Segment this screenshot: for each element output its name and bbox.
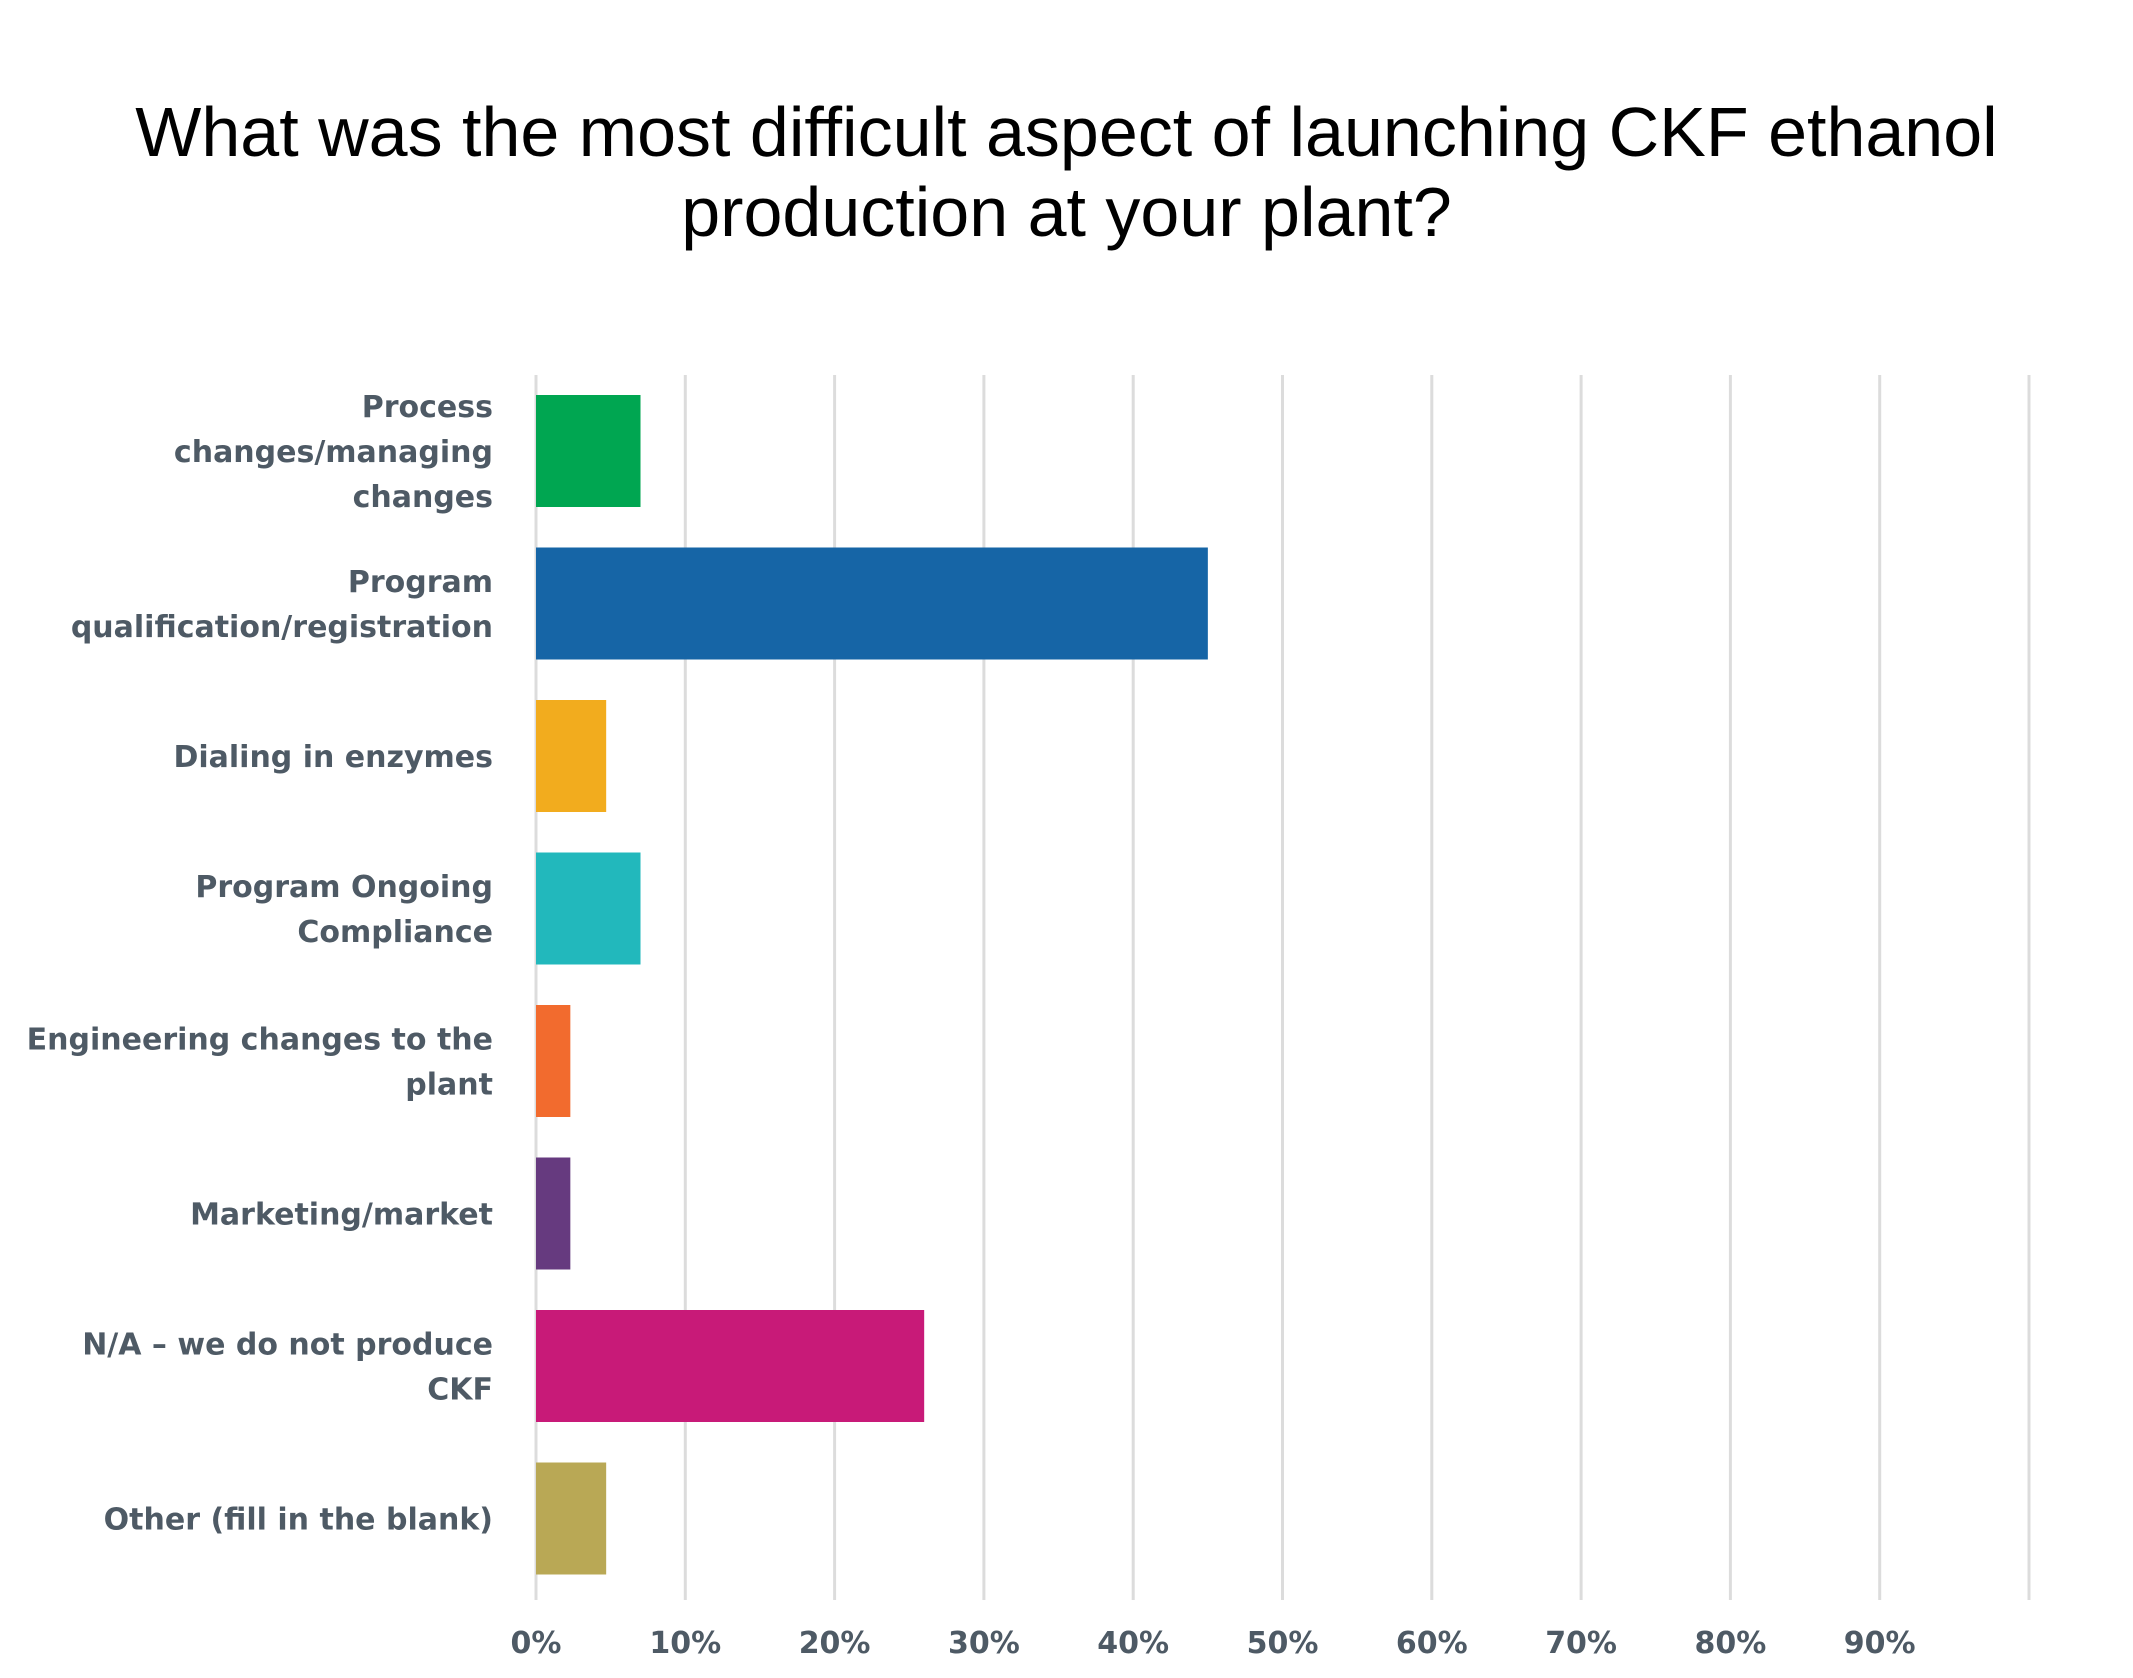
- x-tick-label: 90%: [1844, 1626, 1916, 1661]
- x-tick-label: 80%: [1694, 1626, 1766, 1661]
- x-tick-label: 60%: [1396, 1626, 1468, 1661]
- chart-title-line: What was the most difficult aspect of la…: [135, 93, 1998, 171]
- category-label: Program: [348, 565, 493, 600]
- x-axis-tick-labels: 0% 10% 20% 30% 40% 50% 60% 70% 80% 90%: [511, 1626, 1916, 1661]
- bar: [536, 852, 641, 965]
- category-labels: Process changes/managing changes Program qua…: [27, 390, 493, 1538]
- category-label: Marketing/market: [190, 1198, 493, 1233]
- category-label: Engineering changes to the: [27, 1023, 493, 1058]
- bars: [536, 395, 1208, 1575]
- x-tick-label: 20%: [799, 1626, 871, 1661]
- chart-title: What was the most difficult aspect of la…: [0, 92, 2133, 252]
- bar: [536, 1310, 925, 1422]
- bar: [536, 547, 1208, 660]
- category-label: CKF: [427, 1373, 493, 1408]
- bar: [536, 1462, 607, 1575]
- category-label: Dialing in enzymes: [173, 740, 493, 775]
- category-label: Compliance: [297, 915, 493, 950]
- x-tick-label: 30%: [948, 1626, 1020, 1661]
- x-tick-label: 10%: [649, 1626, 721, 1661]
- category-label: changes: [353, 480, 493, 515]
- category-label: Process: [362, 390, 493, 425]
- bar: [536, 1005, 571, 1117]
- x-tick-label: 50%: [1247, 1626, 1319, 1661]
- chart-title-line: production at your plant?: [681, 173, 1452, 251]
- category-label: Other (fill in the blank): [104, 1503, 493, 1538]
- category-label: changes/managing: [174, 435, 493, 470]
- x-tick-label: 0%: [511, 1626, 562, 1661]
- bar: [536, 1157, 571, 1270]
- category-label: N/A – we do not produce: [82, 1328, 493, 1363]
- bar: [536, 395, 641, 507]
- bar: [536, 700, 607, 812]
- x-tick-label: 40%: [1097, 1626, 1169, 1661]
- category-label: Program Ongoing: [195, 870, 493, 905]
- category-label: qualification/registration: [71, 610, 493, 645]
- x-tick-label: 70%: [1545, 1626, 1617, 1661]
- category-label: plant: [405, 1068, 493, 1103]
